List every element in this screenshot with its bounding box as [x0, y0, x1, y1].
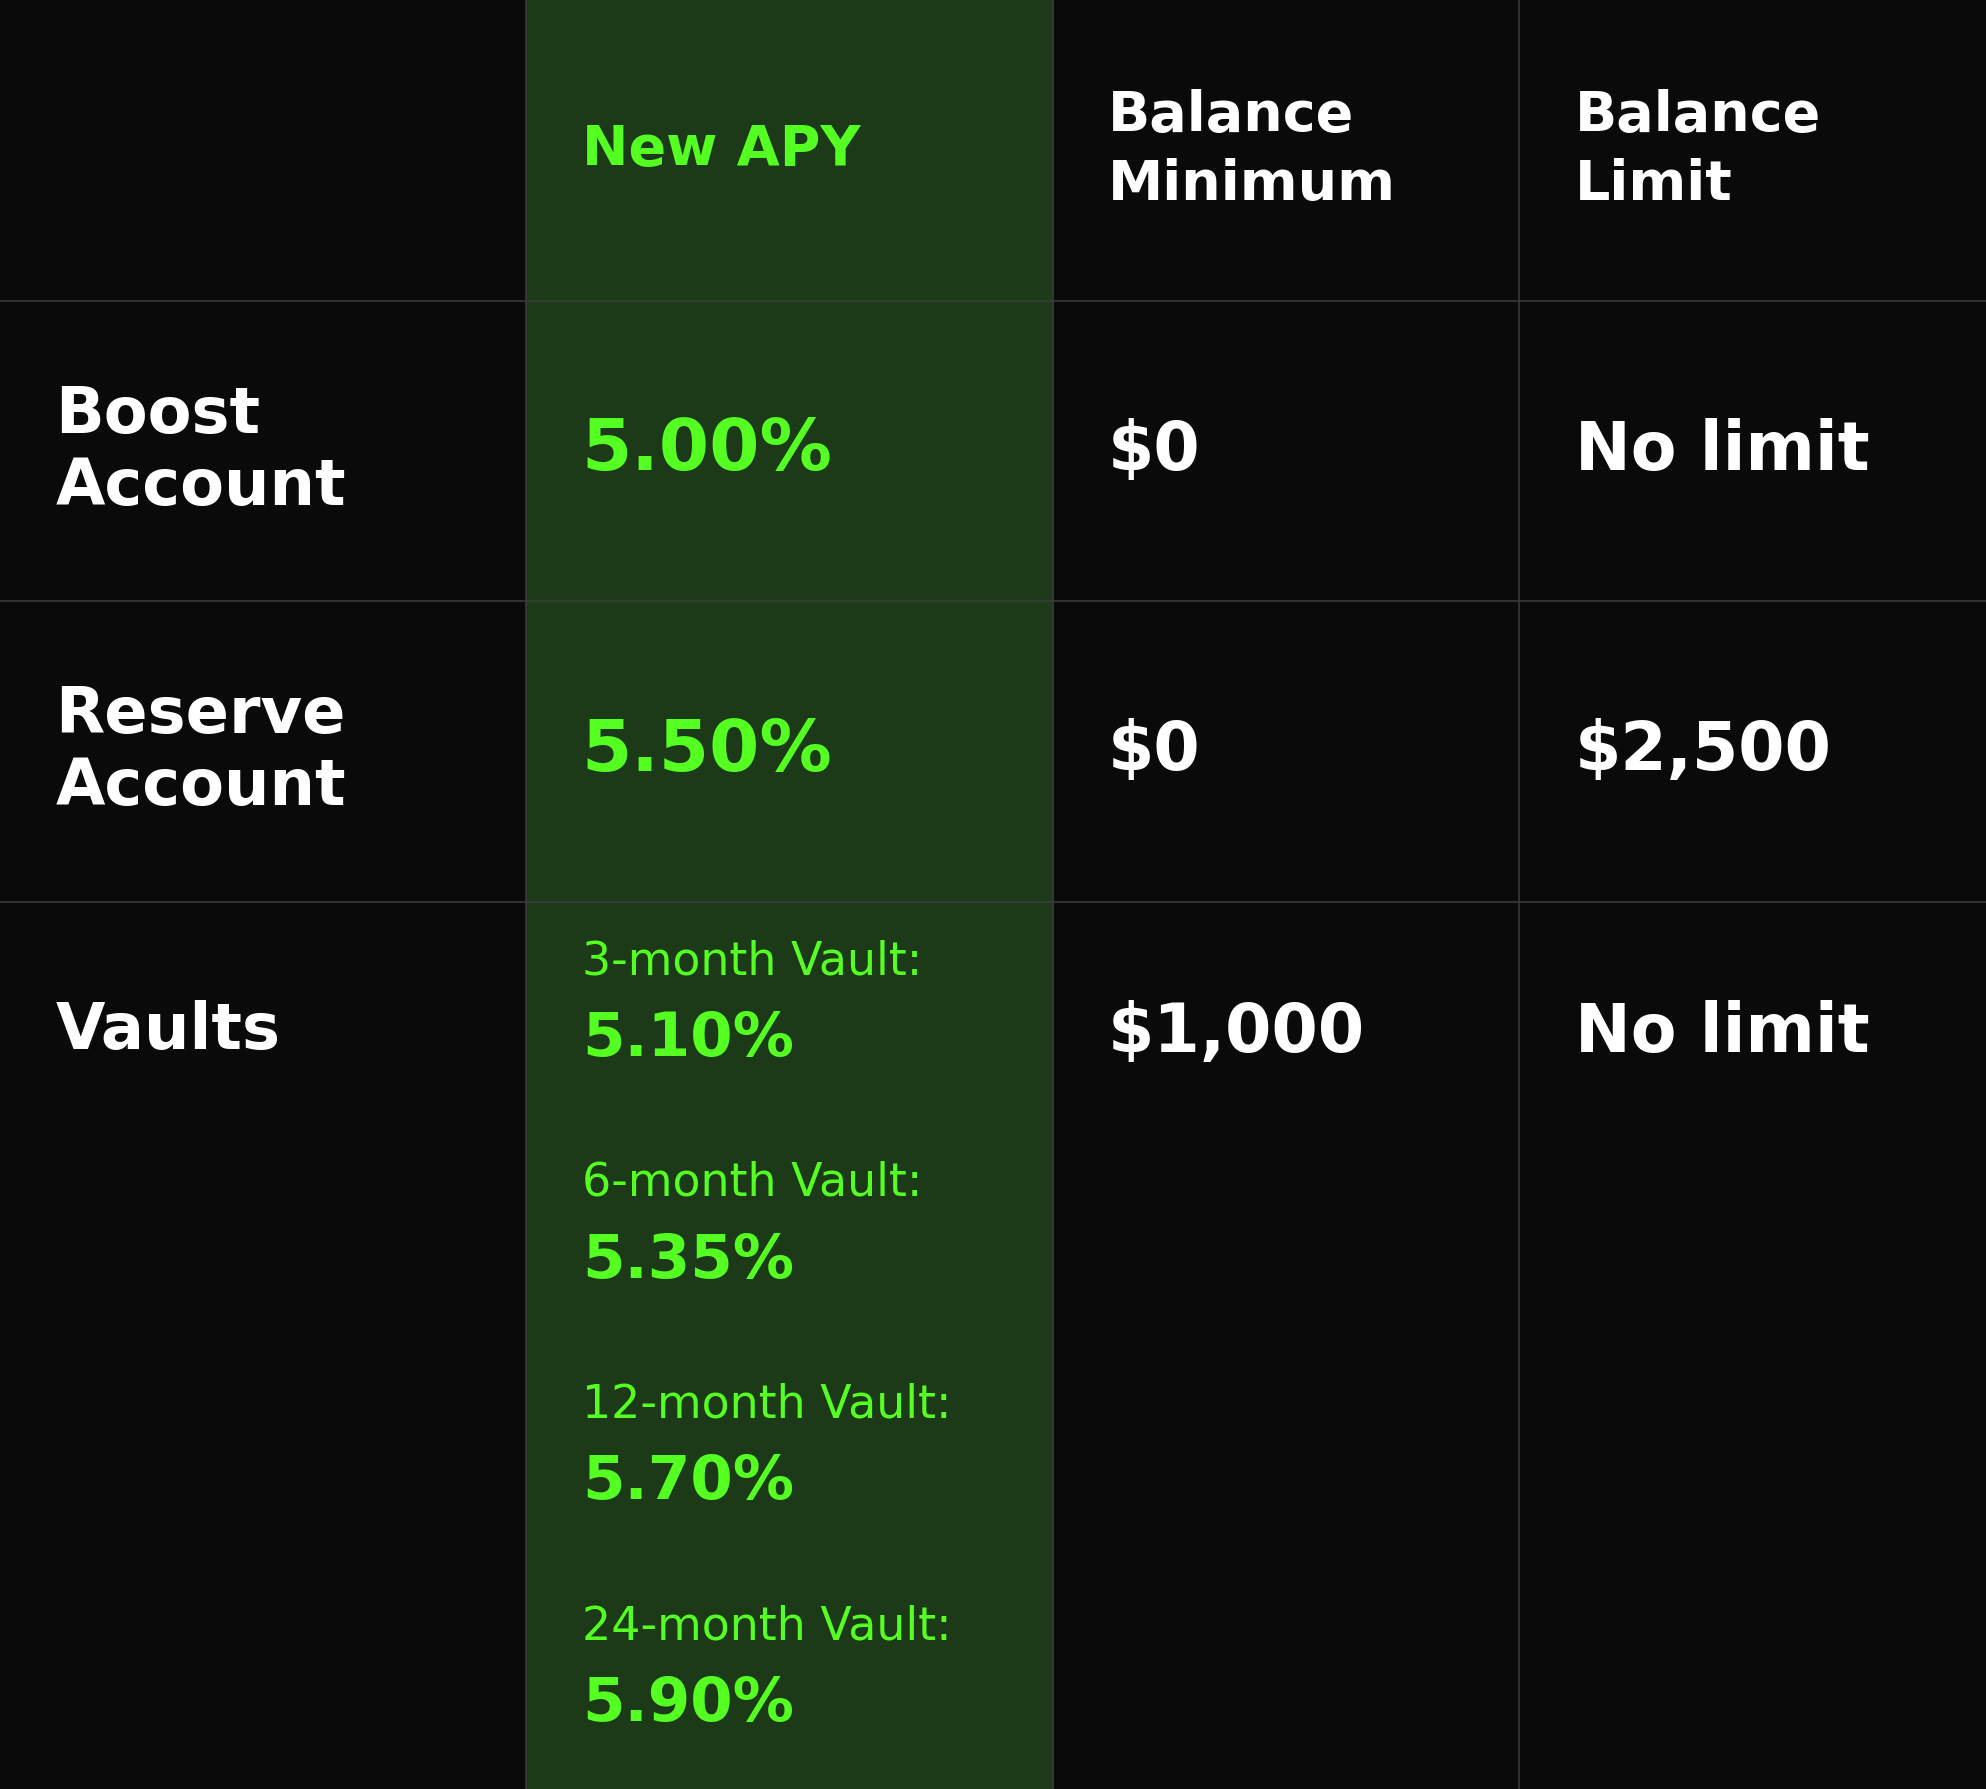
Bar [526, 301, 1053, 601]
Text: Balance
Limit: Balance Limit [1575, 89, 1821, 211]
Bar [1519, 0, 1986, 301]
Text: 5.35%: 5.35% [582, 1231, 794, 1290]
Text: No limit: No limit [1575, 419, 1869, 483]
Bar [1519, 902, 1986, 1789]
Text: Vaults: Vaults [56, 1000, 280, 1063]
Bar [0, 0, 526, 301]
Text: 5.90%: 5.90% [582, 1675, 794, 1734]
Text: 5.50%: 5.50% [582, 717, 832, 785]
Text: 6-month Vault:: 6-month Vault: [582, 1161, 922, 1206]
Text: $1,000: $1,000 [1108, 1000, 1366, 1066]
Text: $0: $0 [1108, 419, 1202, 483]
Text: No limit: No limit [1575, 1000, 1869, 1066]
Text: 3-month Vault:: 3-month Vault: [582, 939, 922, 984]
Bar [1053, 301, 1519, 601]
Text: New APY: New APY [582, 123, 860, 177]
Bar [0, 301, 526, 601]
Bar [1053, 601, 1519, 902]
Bar [526, 902, 1053, 1789]
Bar [1053, 902, 1519, 1789]
Bar [1053, 0, 1519, 301]
Text: 24-month Vault:: 24-month Vault: [582, 1605, 951, 1649]
Text: Reserve
Account: Reserve Account [56, 685, 346, 818]
Bar [526, 0, 1053, 301]
Bar [526, 601, 1053, 902]
Text: $0: $0 [1108, 719, 1202, 784]
Text: 5.10%: 5.10% [582, 1009, 794, 1068]
Text: $2,500: $2,500 [1575, 719, 1831, 784]
Text: 12-month Vault:: 12-month Vault: [582, 1383, 951, 1428]
Text: 5.70%: 5.70% [582, 1453, 794, 1512]
Bar [1519, 301, 1986, 601]
Bar [0, 902, 526, 1789]
Text: 5.00%: 5.00% [582, 417, 832, 485]
Bar [0, 601, 526, 902]
Text: Balance
Minimum: Balance Minimum [1108, 89, 1396, 211]
Bar [1519, 601, 1986, 902]
Text: Boost
Account: Boost Account [56, 385, 346, 517]
